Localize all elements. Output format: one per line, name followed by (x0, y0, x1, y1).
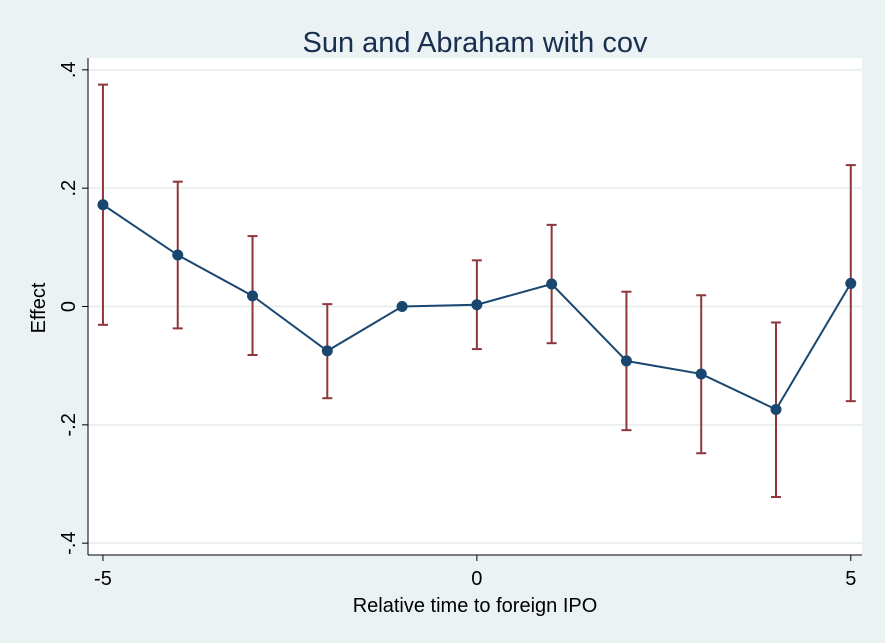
x-axis-title: Relative time to foreign IPO (353, 595, 598, 617)
y-tick-label-4: .4 (58, 61, 80, 78)
x-tick-label-0: -5 (94, 568, 112, 590)
data-point-7 (620, 355, 632, 367)
data-point-6 (546, 278, 558, 290)
data-point-5 (471, 299, 483, 311)
x-tick-label-2: 5 (845, 568, 856, 590)
chart-title: Sun and Abraham with cov (303, 27, 648, 59)
y-tick-label-1: -.2 (58, 413, 80, 436)
y-ticks: -.4 -.2 0 .2 .4 (58, 61, 88, 555)
data-point-4 (396, 301, 408, 312)
x-tick-label-1: 0 (471, 568, 482, 590)
x-ticks: -5 0 5 (94, 555, 856, 590)
x-axis: -5 0 5 Relative time to foreign IPO (88, 554, 862, 617)
series-markers (97, 199, 857, 415)
data-point-2 (247, 290, 259, 302)
data-point-0 (97, 199, 109, 211)
y-tick-label-3: .2 (58, 180, 80, 197)
data-point-9 (770, 403, 782, 415)
y-tick-label-0: -.4 (58, 531, 80, 554)
data-point-8 (695, 368, 707, 380)
y-axis-title: Effect (28, 282, 50, 333)
data-point-1 (172, 249, 184, 261)
data-point-10 (845, 277, 857, 289)
data-point-3 (321, 345, 333, 357)
y-axis: -.4 -.2 0 .2 .4 Effect (28, 58, 89, 555)
plot-area (88, 58, 862, 555)
y-tick-label-2: 0 (58, 301, 80, 312)
